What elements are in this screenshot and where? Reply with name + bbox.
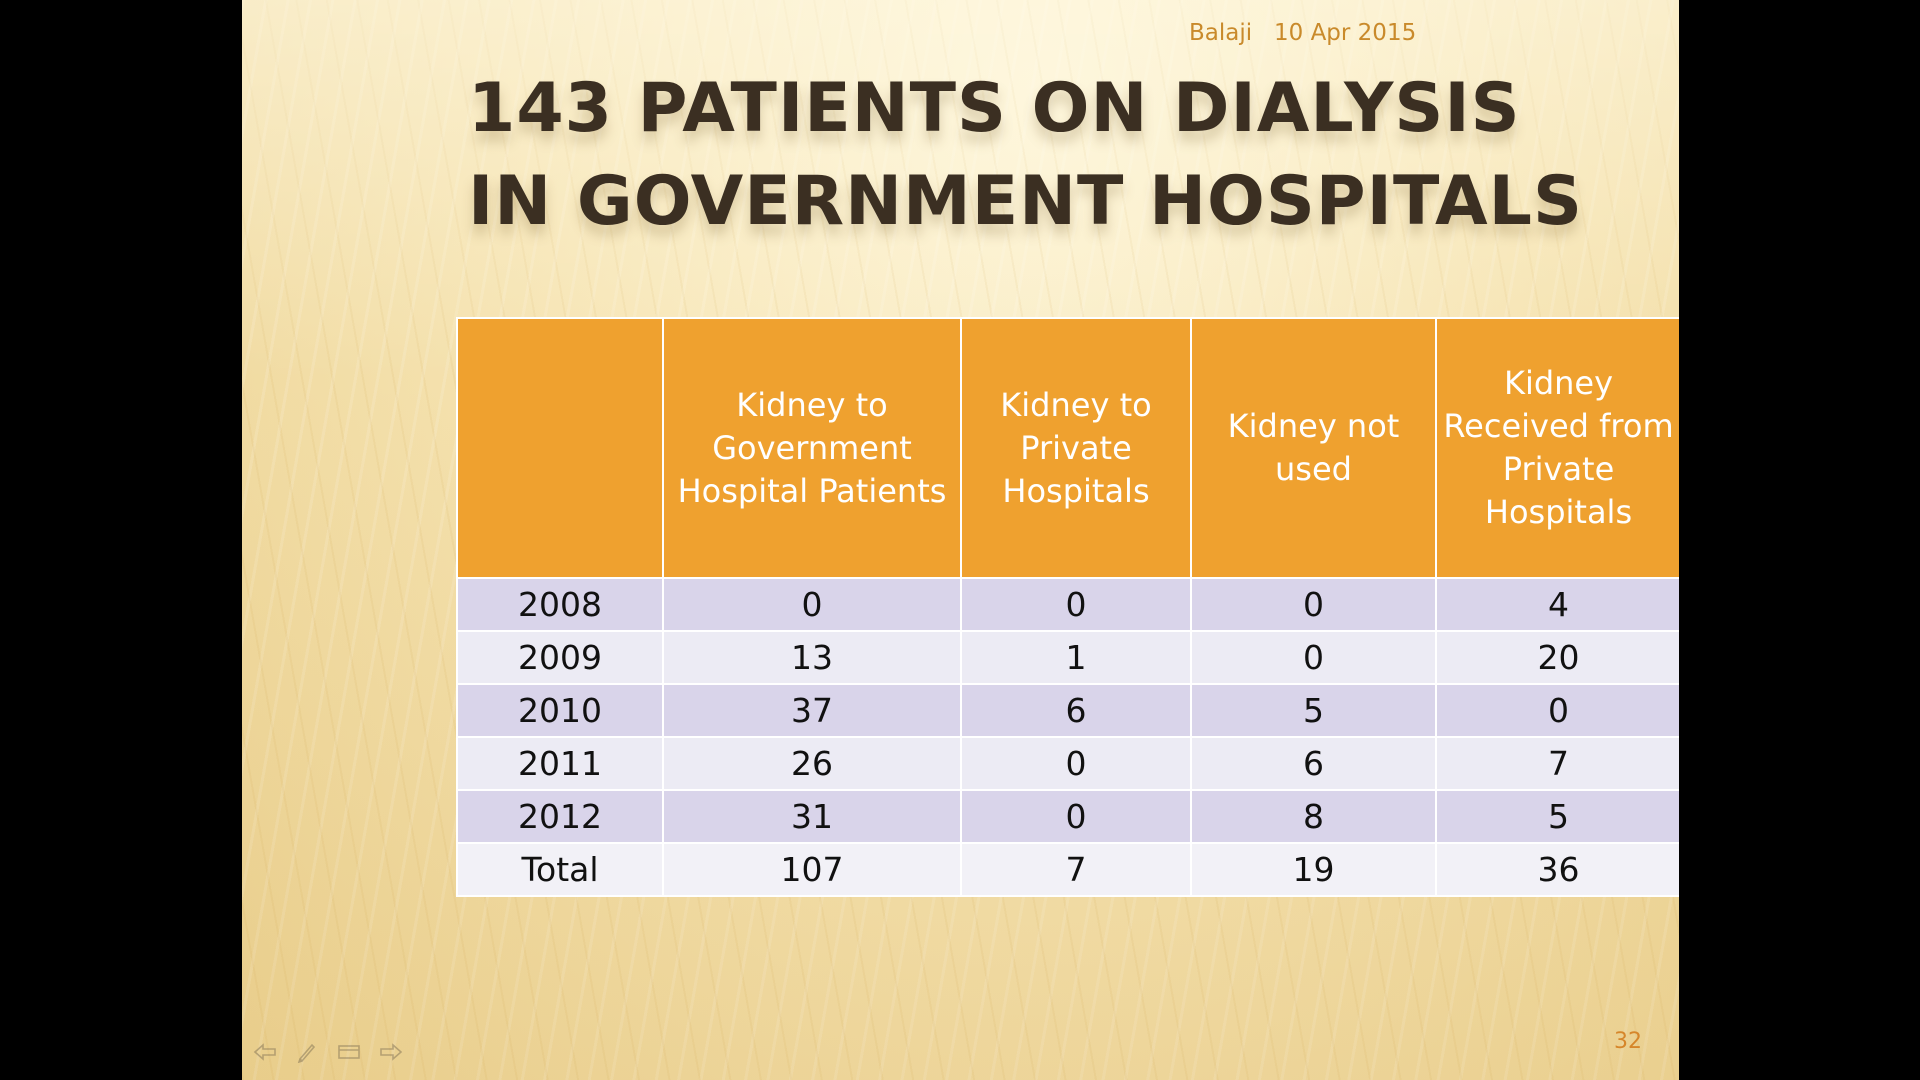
header-kidney-not-used: Kidney not used xyxy=(1190,317,1437,579)
table-row: 2009 13 1 0 20 xyxy=(456,630,1679,685)
header-government-patients: Kidney to Government Hospital Patients xyxy=(662,317,962,579)
slide-date: 10 Apr 2015 xyxy=(1274,20,1417,46)
kidney-data-table: Kidney to Government Hospital Patients K… xyxy=(456,317,1679,897)
table-cell: 107 xyxy=(662,842,962,897)
row-year-cell: 2011 xyxy=(456,736,664,791)
table-cell: 0 xyxy=(960,789,1192,844)
slide-author: Balaji xyxy=(1189,20,1253,46)
table-row: 2011 26 0 6 7 xyxy=(456,736,1679,791)
table-total-row: Total 107 7 19 36 xyxy=(456,842,1679,897)
previous-slide-button[interactable] xyxy=(252,1040,278,1064)
pen-icon xyxy=(297,1043,316,1063)
table-cell: 0 xyxy=(960,577,1192,632)
previous-arrow-icon xyxy=(253,1043,276,1061)
slide-menu-icon xyxy=(338,1045,360,1059)
row-year-cell: 2009 xyxy=(456,630,664,685)
table-cell: 0 xyxy=(662,577,962,632)
table-cell: 5 xyxy=(1435,789,1679,844)
table-cell: 8 xyxy=(1190,789,1437,844)
table-cell: 7 xyxy=(960,842,1192,897)
header-year-column xyxy=(456,317,664,579)
slideshow-nav-controls xyxy=(252,1040,404,1064)
header-received-from-private: Kidney Received from Private Hospitals xyxy=(1435,317,1679,579)
table-cell: 26 xyxy=(662,736,962,791)
table-cell: 1 xyxy=(960,630,1192,685)
table-cell: 19 xyxy=(1190,842,1437,897)
total-label-cell: Total xyxy=(456,842,664,897)
next-arrow-icon xyxy=(380,1043,403,1061)
slide: Balaji 10 Apr 2015 143 Patients on dialy… xyxy=(242,0,1679,1080)
slide-title: 143 Patients on dialysis in Government H… xyxy=(468,69,1583,241)
table-cell: 0 xyxy=(1435,683,1679,738)
table-row: 2010 37 6 5 0 xyxy=(456,683,1679,738)
table-cell: 31 xyxy=(662,789,962,844)
table-cell: 5 xyxy=(1190,683,1437,738)
row-year-cell: 2008 xyxy=(456,577,664,632)
table-cell: 0 xyxy=(960,736,1192,791)
row-year-cell: 2012 xyxy=(456,789,664,844)
table-row: 2012 31 0 8 5 xyxy=(456,789,1679,844)
header-private-hospitals: Kidney to Private Hospitals xyxy=(960,317,1192,579)
table-cell: 6 xyxy=(960,683,1192,738)
table-cell: 7 xyxy=(1435,736,1679,791)
slide-menu-button[interactable] xyxy=(336,1040,362,1064)
table-cell: 0 xyxy=(1190,577,1437,632)
table-row: 2008 0 0 0 4 xyxy=(456,577,1679,632)
next-slide-button[interactable] xyxy=(378,1040,404,1064)
pen-tool-button[interactable] xyxy=(294,1040,320,1064)
table-cell: 4 xyxy=(1435,577,1679,632)
table-header-row: Kidney to Government Hospital Patients K… xyxy=(456,317,1679,579)
table-cell: 37 xyxy=(662,683,962,738)
table-cell: 20 xyxy=(1435,630,1679,685)
table-cell: 13 xyxy=(662,630,962,685)
table-cell: 36 xyxy=(1435,842,1679,897)
table-cell: 0 xyxy=(1190,630,1437,685)
table-cell: 6 xyxy=(1190,736,1437,791)
slide-page-number: 32 xyxy=(1614,1029,1642,1054)
row-year-cell: 2010 xyxy=(456,683,664,738)
